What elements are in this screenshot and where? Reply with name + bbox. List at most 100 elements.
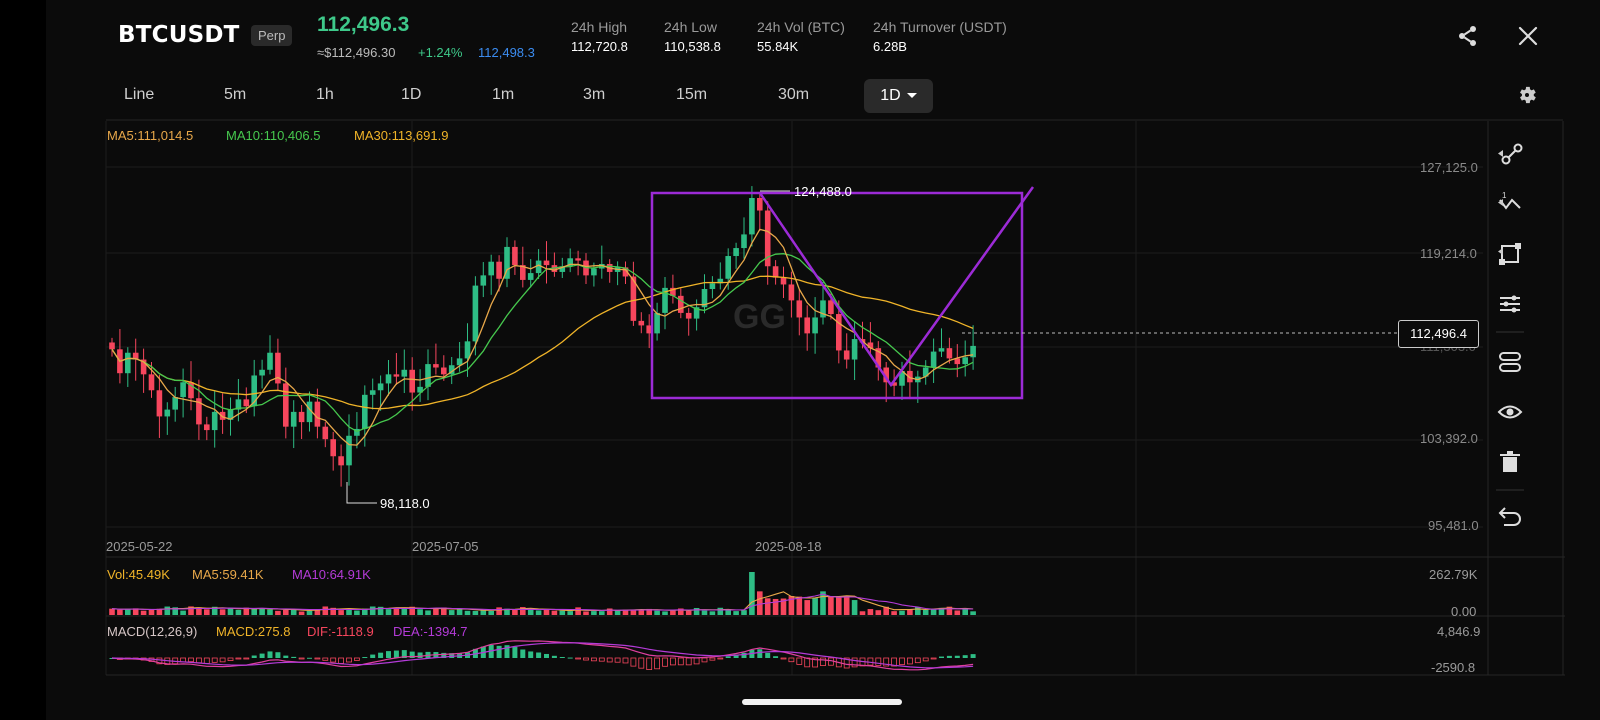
settings-gear-icon[interactable] [1516,84,1538,106]
tab-15m[interactable]: 15m [676,86,708,103]
candle-body [251,375,257,407]
candle-body [227,409,234,420]
volume-bar [346,609,352,615]
price-axis-label: 103,392.0 [1420,431,1478,446]
volume-bar [520,607,526,615]
undo-icon[interactable] [1498,507,1521,526]
share-icon[interactable] [1456,24,1480,48]
volume-bar [488,610,494,615]
candle-body [875,348,882,368]
macd-bar [362,657,368,659]
expand-arrow-icon [1498,248,1503,255]
tab-1m[interactable]: 1m [492,86,515,103]
tab-1h[interactable]: 1h [316,86,334,103]
volume-bar [330,607,336,615]
eye-icon[interactable] [1497,405,1523,419]
drawing-tools [346,186,1035,504]
tab-5m[interactable]: 5m [224,86,247,103]
volume-bar [425,610,431,615]
candle-body [362,394,368,429]
volume-legend: Vol:45.49K [107,567,170,582]
macd-bar [203,657,210,664]
macd-bar [520,649,526,658]
path-icon[interactable] [1499,352,1521,372]
volume-bar [780,598,787,615]
volume-bar [306,610,313,615]
macd-bar [259,653,265,658]
candle-body [764,210,771,267]
tab-3m[interactable]: 3m [583,86,606,103]
volume-bar [314,609,321,615]
volume-bar [243,607,250,615]
stat-high-value: 112,720.8 [571,39,628,54]
volume-bar [599,611,605,615]
toolbar-expand-arrows [1498,150,1503,255]
volume-bar [156,608,163,615]
volume-bar [109,608,115,615]
candle-body [393,374,400,377]
volume-bar [843,596,850,615]
volume-bar [496,607,502,615]
candle-body [567,258,573,267]
candle-body [843,350,850,360]
volume-bar [290,609,297,615]
macd-bar [614,657,621,663]
volume-bar [338,610,344,615]
candle-body [164,409,171,417]
candle-body [156,390,163,417]
home-indicator [742,699,902,705]
volume-bar [433,607,439,615]
macd-bar [314,657,321,660]
candle-body [575,258,581,261]
candle-body [267,352,273,370]
volume-bar [164,606,171,615]
macd-bar [322,657,329,661]
macd-bar [804,657,811,668]
tab-line[interactable]: Line [124,86,155,103]
candle-body [322,426,329,440]
tab-30m[interactable]: 30m [778,86,810,103]
volume-bar [512,609,518,615]
stat-vol-label: 24h Vol (BTC) [757,19,845,35]
macd-bar [899,657,905,666]
volume-bar [630,609,637,615]
tab-1d[interactable]: 1D [401,86,422,103]
volume-bar [219,609,226,615]
macd-bar [765,652,771,658]
close-icon[interactable] [1517,25,1539,47]
macd-bar [598,657,605,662]
svg-text:1: 1 [1502,191,1507,200]
volume-bar [117,609,123,615]
candle-body [954,358,961,365]
macd-bar [662,657,668,667]
macd-dea-line [111,642,974,669]
ma30-legend: MA30:113,691.9 [354,128,449,143]
mark-price: 112,498.3 [478,45,535,60]
timeframe-dropdown[interactable]: 1D [864,79,933,113]
volume-bar [772,598,779,615]
macd-bar [235,657,242,660]
indicator-icon[interactable] [1500,295,1520,313]
volume-bar [559,610,566,615]
volume-bar [788,596,795,615]
volume-bar [622,609,629,615]
candle-body [132,352,139,360]
macd-bar [883,657,890,667]
trend-line-icon[interactable] [1501,143,1523,165]
timeframe-dropdown-label: 1D [880,87,901,104]
macd-bar [733,654,739,658]
macd-bar [954,655,960,658]
volume-bar [527,609,534,615]
ma5-legend: MA5:111,014.5 [107,128,194,143]
macd-bar [820,657,826,667]
macd-bar [654,657,660,670]
candle-body [622,267,629,277]
macd-bar [780,657,787,660]
volume-bar [812,598,818,615]
trash-icon[interactable] [1500,451,1520,472]
volume-bar [409,606,415,615]
volume-bar [693,607,700,615]
volume-bar [385,609,392,615]
macd-bar [211,657,218,663]
